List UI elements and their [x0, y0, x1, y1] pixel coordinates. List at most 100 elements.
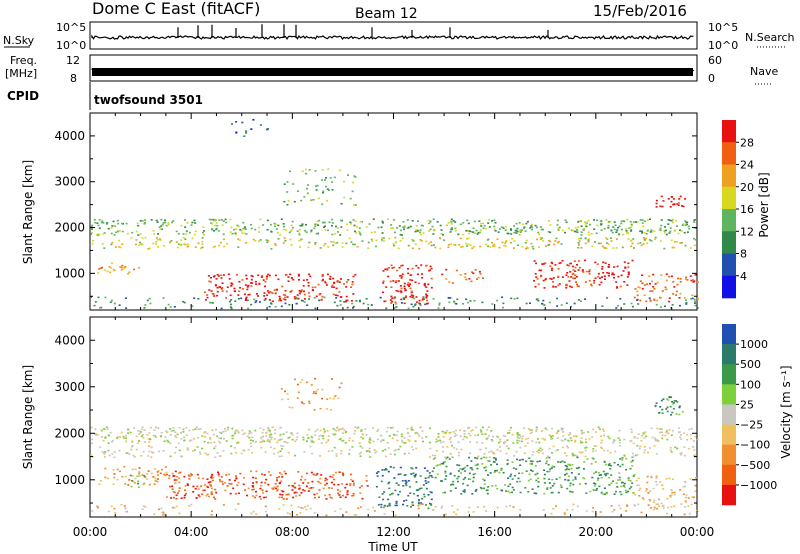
heat-cell — [669, 206, 672, 208]
heat-cell — [148, 450, 151, 453]
heat-cell — [280, 299, 283, 302]
heat-cell — [557, 268, 560, 270]
heat-cell — [317, 224, 320, 226]
heat-cell — [133, 481, 136, 484]
heat-cell — [225, 297, 227, 299]
heat-cell — [391, 300, 394, 303]
heat-cell — [455, 434, 458, 436]
heat-cell — [537, 299, 540, 302]
heat-cell — [231, 437, 234, 440]
heat-cell — [583, 477, 586, 480]
heat-cell — [332, 428, 335, 430]
heat-cell — [158, 226, 161, 228]
heat-cell — [265, 435, 268, 437]
heat-cell — [99, 446, 102, 448]
heat-cell — [548, 478, 551, 480]
heat-cell — [613, 228, 616, 231]
heat-cell — [196, 446, 199, 448]
heat-cell — [331, 233, 334, 236]
heat-cell — [286, 512, 289, 514]
heat-cell — [255, 490, 257, 493]
heat-cell — [239, 472, 242, 475]
heat-cell — [593, 279, 596, 282]
heat-cell — [340, 202, 343, 205]
heat-cell — [318, 489, 321, 491]
heat-cell — [324, 494, 327, 497]
heat-cell — [122, 266, 125, 269]
heat-cell — [185, 230, 188, 233]
heat-cell — [421, 430, 424, 432]
heat-cell — [603, 449, 605, 452]
heat-cell — [511, 433, 514, 436]
heat-cell — [297, 275, 300, 277]
y-tick-label: 3000 — [54, 380, 85, 394]
heat-cell — [325, 498, 328, 500]
heat-cell — [566, 264, 569, 266]
heat-cell — [678, 198, 681, 200]
heat-cell — [279, 493, 282, 496]
heat-cell — [285, 493, 288, 496]
heat-cell — [616, 265, 619, 268]
heat-cell — [376, 475, 379, 477]
heat-cell — [568, 280, 571, 282]
heat-cell — [569, 490, 572, 493]
heat-cell — [488, 456, 491, 458]
heat-cell — [588, 438, 591, 440]
heat-cell — [605, 219, 608, 221]
heat-cell — [454, 244, 457, 246]
heat-cell — [322, 278, 324, 281]
heat-cell — [425, 296, 428, 299]
heat-cell — [623, 482, 626, 485]
heat-cell — [298, 239, 301, 242]
heat-cell — [566, 272, 569, 274]
heat-cell — [457, 480, 459, 483]
heat-cell — [654, 283, 657, 285]
heat-cell — [156, 478, 159, 480]
heat-cell — [602, 272, 605, 274]
heat-cell — [409, 295, 412, 298]
heat-cell — [521, 437, 524, 440]
heat-cell — [394, 303, 397, 305]
heat-cell — [491, 485, 494, 487]
heat-cell — [354, 204, 357, 206]
heat-cell — [430, 267, 433, 270]
heat-cell — [440, 507, 443, 509]
heat-cell — [428, 474, 431, 477]
heat-cell — [631, 459, 634, 462]
heat-cell — [551, 465, 554, 467]
heat-cell — [345, 483, 348, 486]
heat-cell — [276, 477, 279, 479]
heat-cell — [250, 274, 253, 277]
heat-cell — [595, 431, 597, 433]
heat-cell — [291, 489, 294, 491]
heat-cell — [685, 299, 687, 301]
heat-cell — [442, 491, 445, 494]
heat-cell — [602, 428, 605, 431]
heat-cell — [600, 220, 603, 222]
colorbar-segment — [722, 344, 736, 365]
heat-cell — [305, 508, 308, 511]
heat-cell — [276, 441, 279, 444]
heat-cell — [551, 478, 554, 481]
heat-cell — [230, 282, 233, 284]
heat-cell — [597, 426, 600, 429]
heat-cell — [182, 236, 185, 239]
velocity-plot-frame — [89, 316, 698, 518]
heat-cell — [230, 299, 233, 301]
heat-cell — [137, 430, 140, 432]
heat-cell — [417, 267, 420, 269]
heat-cell — [201, 237, 204, 239]
heat-cell — [307, 184, 310, 186]
heat-cell — [417, 220, 419, 222]
heat-cell — [141, 508, 144, 510]
heat-cell — [578, 220, 581, 222]
heat-cell — [306, 504, 309, 507]
heat-cell — [540, 430, 543, 432]
heat-cell — [120, 431, 123, 434]
heat-cell — [203, 489, 206, 492]
heat-cell — [644, 431, 647, 433]
heat-cell — [418, 247, 421, 250]
heat-cell — [178, 427, 181, 429]
heat-cell — [267, 128, 269, 130]
heat-cell — [310, 487, 313, 489]
